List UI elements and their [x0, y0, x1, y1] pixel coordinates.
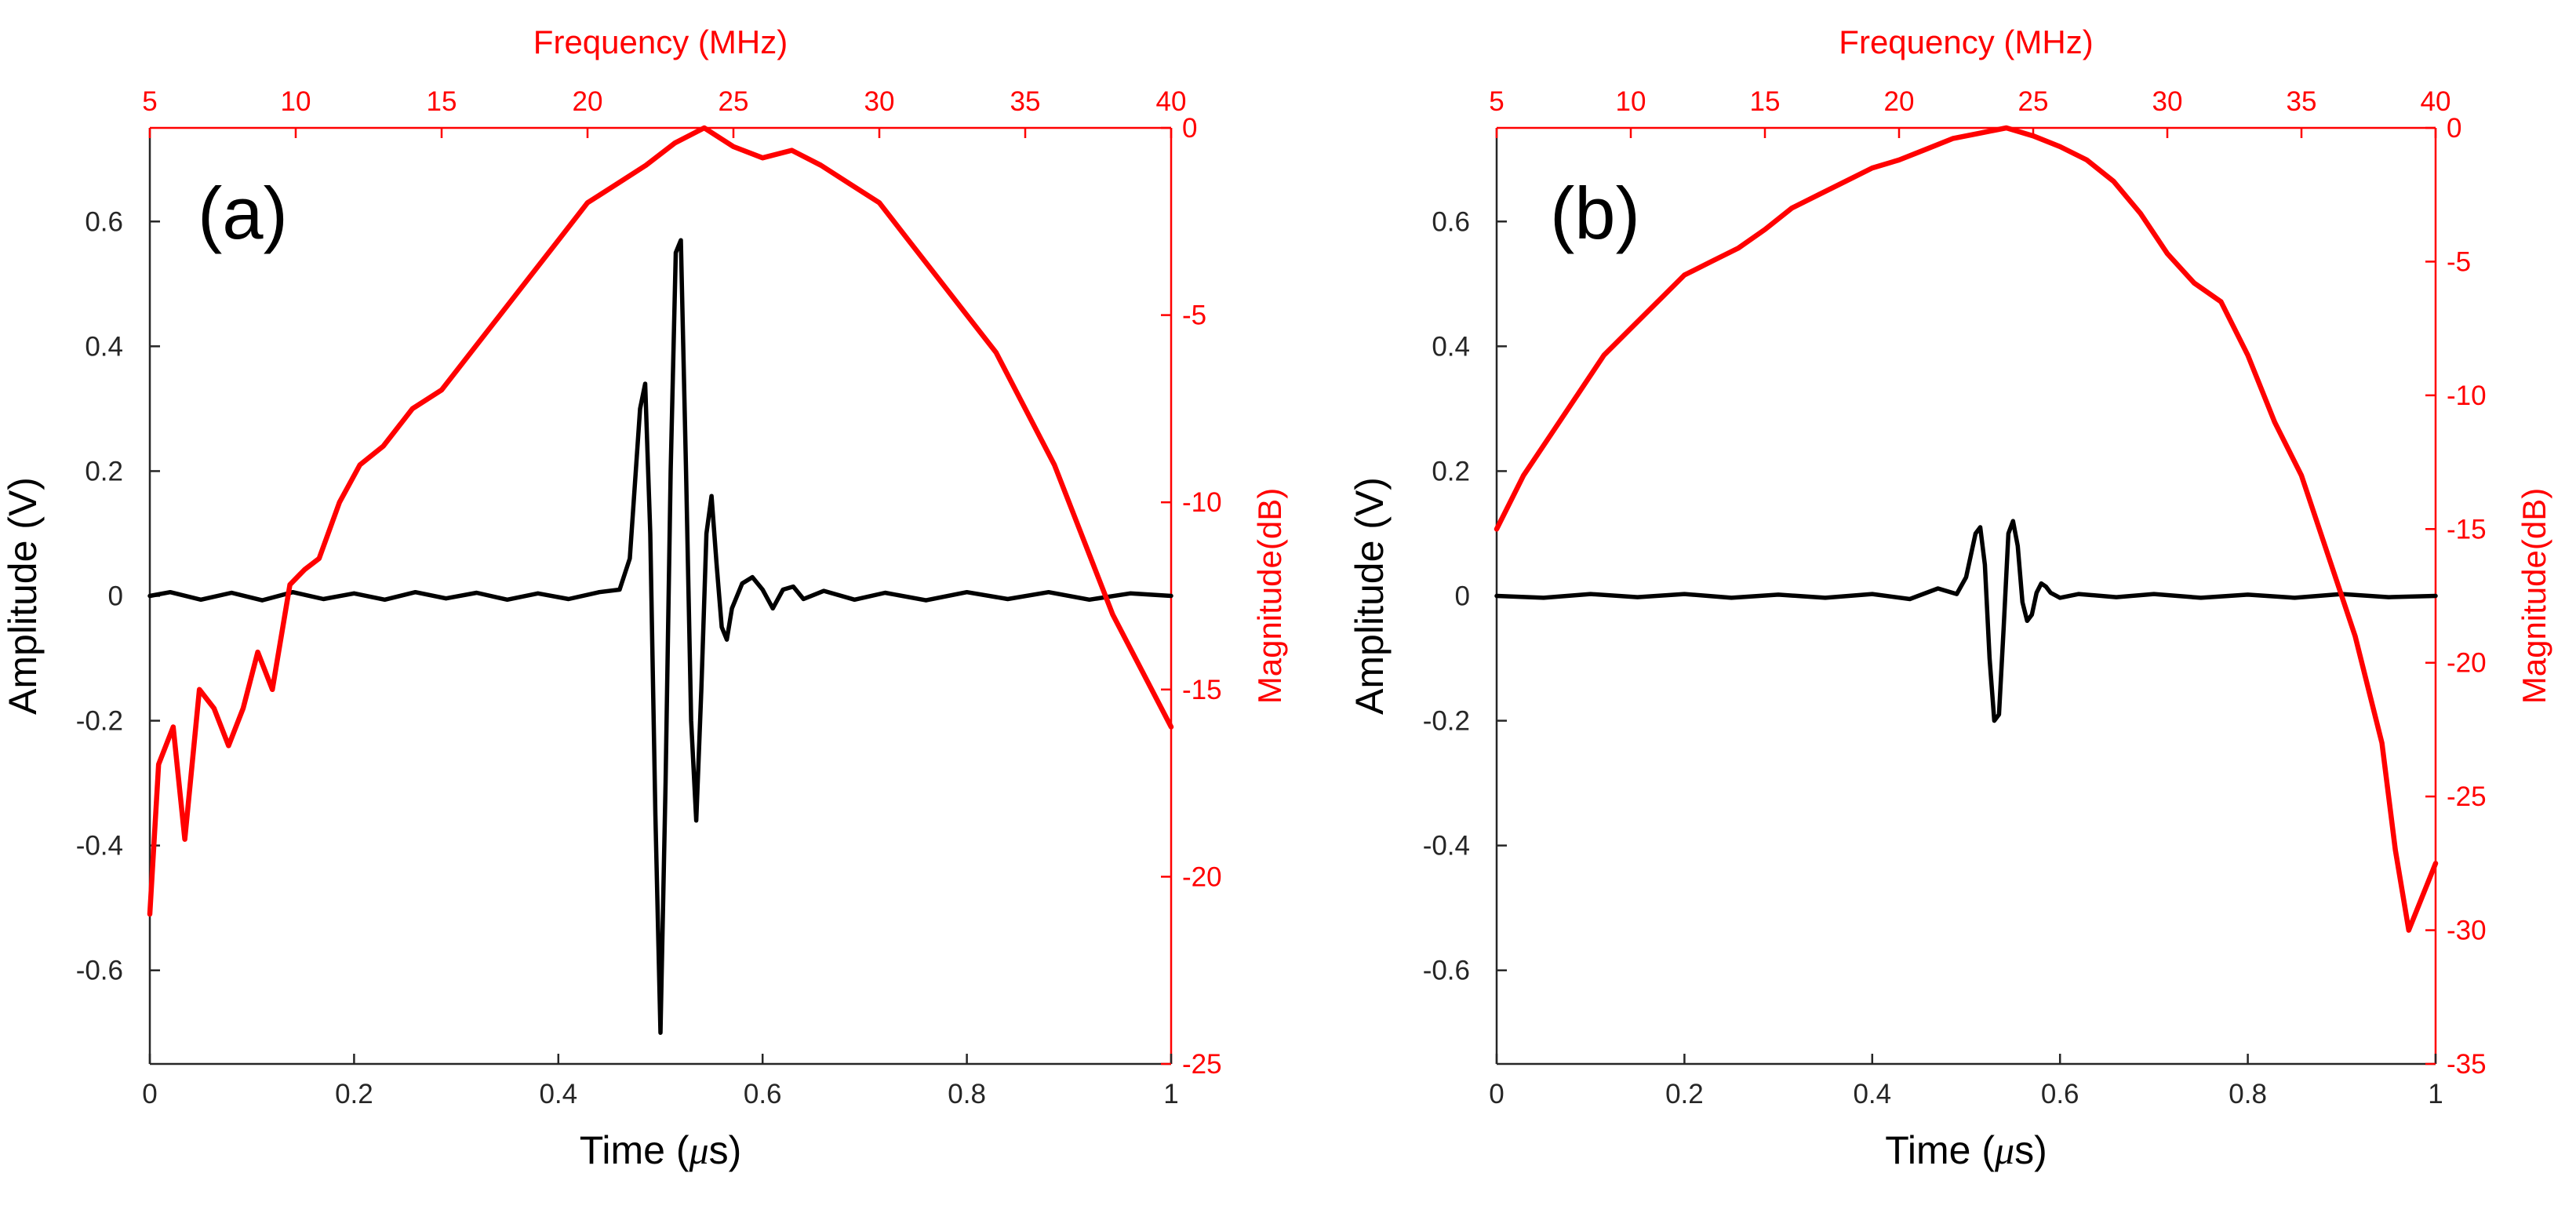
panel-label: (a) [198, 172, 288, 254]
x2-tick-label: 35 [1010, 86, 1041, 117]
y-tick-label: 0 [1455, 581, 1470, 612]
y-tick-label: -0.4 [1423, 831, 1470, 861]
x2-axis-label: Frequency (MHz) [1839, 24, 2093, 60]
x-tick-label: 0 [142, 1079, 157, 1109]
y2-tick-label: -25 [1182, 1049, 1222, 1080]
y-tick-label: 0.6 [1432, 206, 1470, 237]
y2-axis-label: Magnitude(dB) [2516, 488, 2552, 704]
y2-tick-label: -30 [2447, 916, 2487, 946]
y-tick-label: 0.4 [85, 331, 123, 362]
y2-tick-label: 0 [2447, 113, 2461, 144]
y2-tick-label: -10 [1182, 487, 1222, 518]
y2-tick-label: 0 [1182, 113, 1197, 144]
x2-tick-label: 25 [2018, 86, 2049, 117]
y-tick-label: 0.6 [85, 206, 123, 237]
y2-tick-label: -5 [1182, 301, 1206, 331]
spectrum-series-line [1494, 125, 2439, 933]
x2-tick-label: 15 [427, 86, 457, 117]
x-tick-label: 0.8 [948, 1079, 986, 1109]
x2-tick-label: 40 [2421, 86, 2451, 117]
y-tick-label: -0.6 [76, 956, 123, 986]
y2-tick-label: -25 [2447, 781, 2487, 812]
x-tick-label: 0.2 [335, 1079, 373, 1109]
x2-tick-label: 30 [2152, 86, 2183, 117]
x-axis-label-prefix: Time ( [580, 1128, 689, 1172]
y2-tick-label: -15 [2447, 514, 2487, 545]
y2-tick-label: -20 [1182, 861, 1222, 892]
y-tick-label: -0.6 [1423, 956, 1470, 986]
x2-tick-label: 35 [2287, 86, 2317, 117]
x2-tick-label: 5 [142, 86, 157, 117]
x-tick-label: 1 [1163, 1079, 1178, 1109]
panel-label: (b) [1550, 172, 1640, 254]
y-tick-label: -0.4 [76, 831, 123, 861]
x-tick-label: 0.4 [1853, 1079, 1891, 1109]
x-tick-label: 0.2 [1665, 1079, 1704, 1109]
y2-tick-label: -20 [2447, 648, 2487, 679]
x2-tick-label: 40 [1156, 86, 1187, 117]
y2-tick-label: -35 [2447, 1049, 2487, 1080]
y-tick-label: -0.2 [1423, 706, 1470, 737]
x2-tick-label: 15 [1750, 86, 1781, 117]
x2-tick-label: 25 [719, 86, 749, 117]
y2-tick-label: -5 [2447, 246, 2471, 277]
x-axis-label-suffix: s) [2014, 1128, 2047, 1172]
x-axis-label: Time (μs) [1885, 1128, 2047, 1172]
panel-b: 0 0.2 0.4 0.6 0.8 1 -0.6 -0.4 -0.2 0 0.2 0.4 0.6 5 10 1… [1348, 24, 2552, 1172]
y2-tick-label: -15 [1182, 675, 1222, 705]
y-tick-label: -0.2 [76, 706, 123, 737]
x-axis-label-prefix: Time ( [1885, 1128, 1995, 1172]
x-tick-label: 1 [2428, 1079, 2443, 1109]
y-tick-label: 0.2 [85, 456, 123, 486]
spectrum-series-line [147, 125, 1174, 917]
x2-tick-label: 10 [1616, 86, 1646, 117]
x2-tick-label: 10 [281, 86, 311, 117]
x-axis-label-mu: μ [1994, 1128, 2014, 1172]
x-tick-label: 0.6 [2041, 1079, 2079, 1109]
x2-tick-label: 30 [864, 86, 895, 117]
y2-axis-label: Magnitude(dB) [1251, 488, 1288, 704]
x-tick-label: 0 [1489, 1079, 1504, 1109]
x2-axis-label: Frequency (MHz) [533, 24, 788, 60]
y-tick-label: 0.4 [1432, 331, 1470, 362]
x2-tick-label: 20 [573, 86, 603, 117]
x-tick-label: 0.4 [539, 1079, 577, 1109]
x-tick-label: 0.6 [744, 1079, 782, 1109]
y-tick-label: 0 [108, 581, 123, 612]
y2-tick-label: -10 [2447, 381, 2487, 411]
panel-a: 0 0.2 0.4 0.6 0.8 1 -0.6 -0.4 -0.2 0 0.2 0.4 0.6 5 10 1… [1, 24, 1288, 1172]
y-axis-label: Amplitude (V) [1, 477, 45, 715]
time-signal-series-line [147, 238, 1173, 1035]
y-axis-label: Amplitude (V) [1348, 477, 1392, 715]
x-axis-label-mu: μ [689, 1128, 709, 1172]
x2-tick-label: 20 [1884, 86, 1915, 117]
x-tick-label: 0.8 [2229, 1079, 2267, 1109]
x-axis-label: Time (μs) [580, 1128, 742, 1172]
y-tick-label: 0.2 [1432, 456, 1470, 486]
x-axis-label-suffix: s) [709, 1128, 742, 1172]
time-signal-series-line [1494, 519, 2438, 723]
x2-tick-label: 5 [1489, 86, 1504, 117]
